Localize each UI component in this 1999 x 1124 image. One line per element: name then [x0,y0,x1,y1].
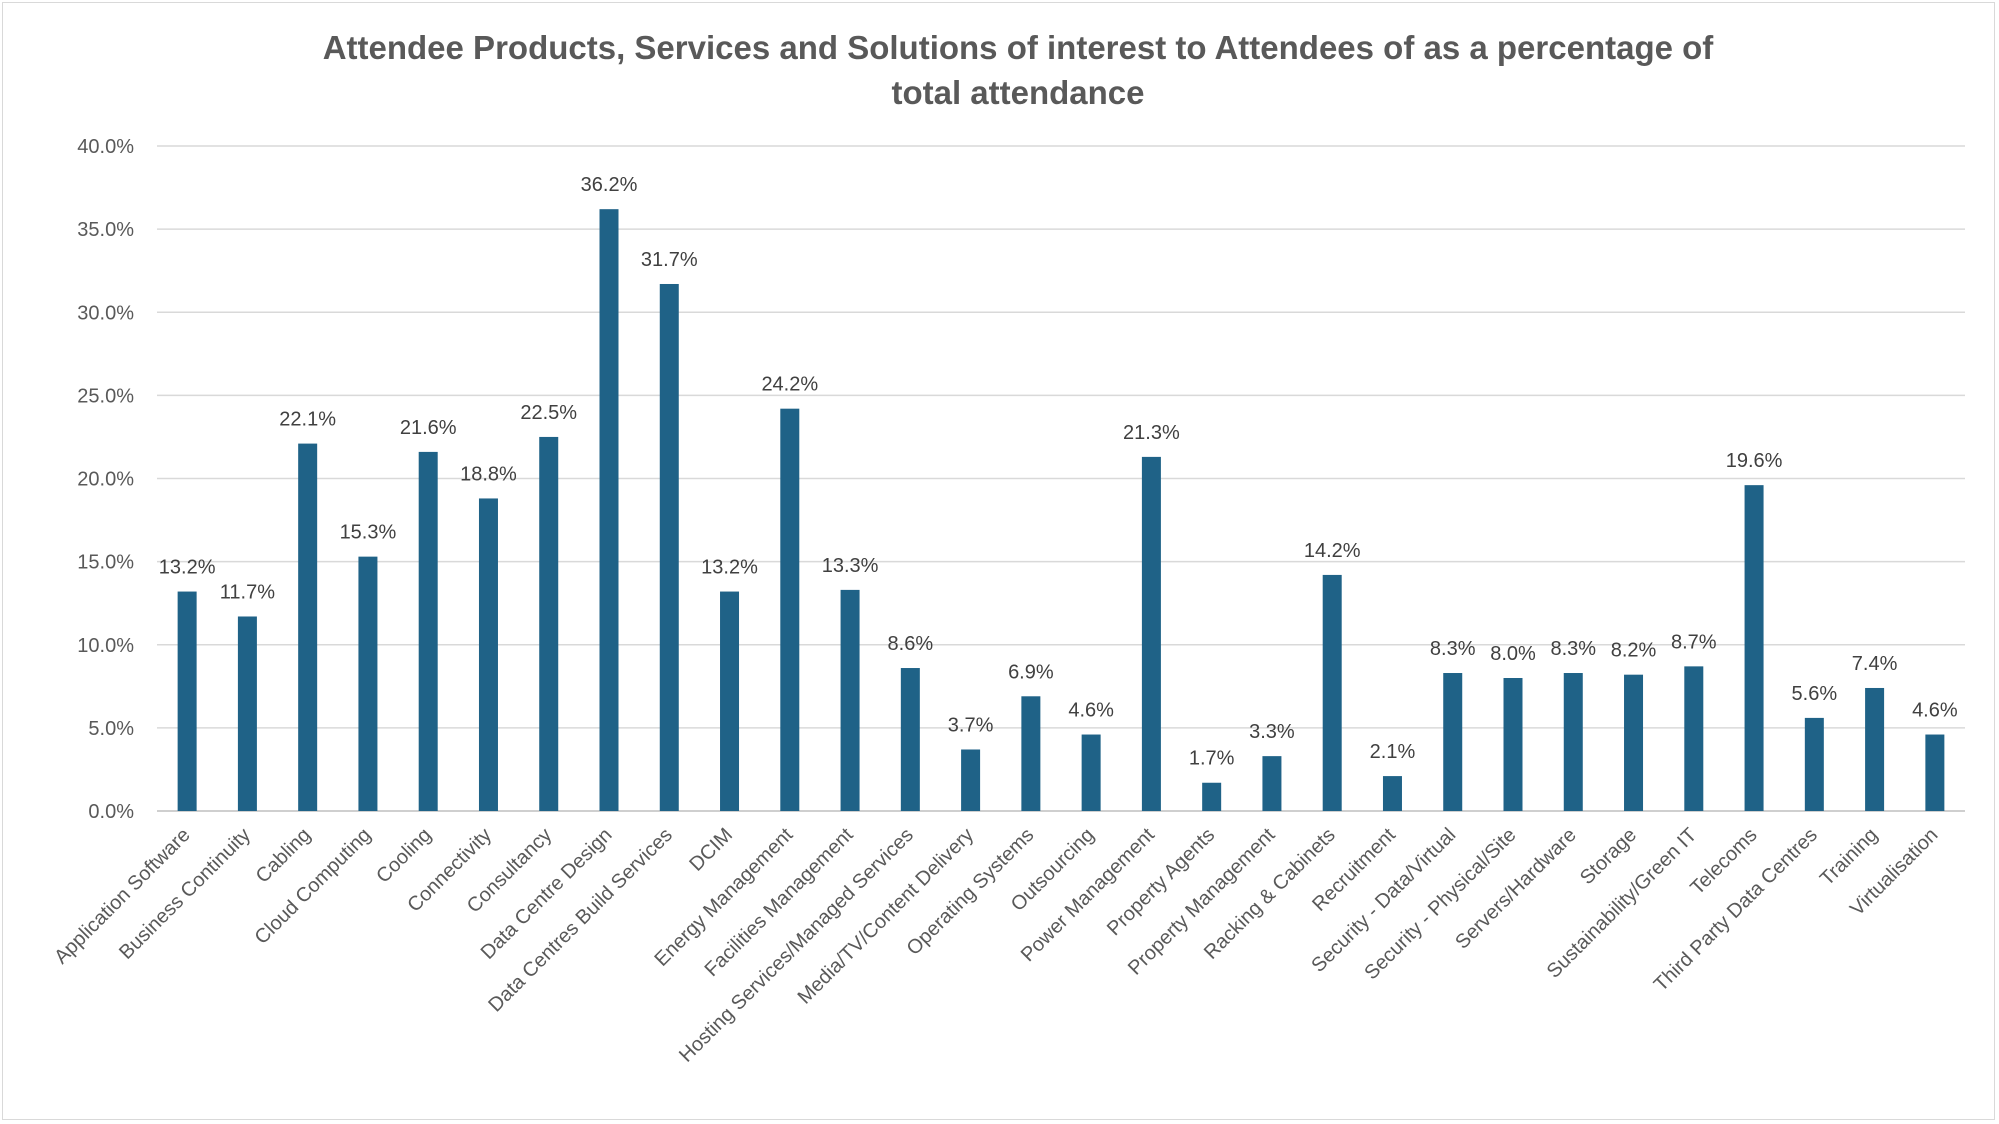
bar [1202,782,1222,811]
data-label: 7.4% [1852,653,1898,675]
data-label: 8.3% [1550,638,1596,660]
bar [1865,687,1885,811]
category-label: Property Agents [1103,824,1219,940]
y-tick-label: 15.0% [77,552,134,574]
bar [358,556,378,811]
bar [1262,756,1282,811]
bar [720,591,740,811]
data-label: 6.9% [1008,661,1054,683]
bar [840,589,860,811]
data-label: 21.6% [400,417,457,439]
category-label: Cloud Computing [251,824,376,949]
data-label: 21.3% [1123,422,1180,444]
data-label: 1.7% [1189,748,1235,770]
bar [177,591,197,811]
y-tick-label: 40.0% [77,136,134,158]
bar [659,283,679,811]
data-label: 8.7% [1671,631,1717,653]
y-tick-label: 25.0% [77,385,134,407]
bar [298,443,318,811]
y-tick-label: 10.0% [77,635,134,657]
chart-title: Attendee Products, Services and Solution… [3,25,1999,115]
chart-title-line-1: Attendee Products, Services and Solution… [322,29,1714,66]
data-label: 22.5% [520,402,577,424]
data-label: 24.2% [761,374,818,396]
category-label: DCIM [685,824,737,876]
bar [1443,673,1463,811]
bar [478,498,498,811]
bar [1081,734,1101,811]
data-label: 22.1% [279,409,336,431]
data-label: 36.2% [581,174,638,196]
y-tick-label: 35.0% [77,219,134,241]
bar [599,209,619,812]
bar [1925,734,1945,811]
data-label: 8.2% [1611,640,1657,662]
bar [237,616,257,811]
bar [1503,678,1523,811]
data-label: 8.6% [888,633,934,655]
data-label: 31.7% [641,249,698,271]
data-label: 13.3% [822,555,879,577]
bar [1021,696,1041,811]
bar [1624,674,1644,811]
bar [1563,673,1583,811]
data-label: 13.2% [159,557,216,579]
chart-title-line-2: total attendance [891,74,1145,111]
data-label: 15.3% [340,522,397,544]
data-label: 14.2% [1304,540,1361,562]
data-label: 3.7% [948,714,994,736]
bar [1382,776,1402,811]
bar [780,408,800,811]
y-tick-label: 5.0% [88,718,134,740]
bar [539,436,559,811]
data-label: 8.3% [1430,638,1476,660]
data-label: 18.8% [460,463,517,485]
y-tick-label: 30.0% [77,302,134,324]
data-label: 13.2% [701,557,758,579]
bar [900,668,920,811]
data-label: 2.1% [1370,741,1416,763]
data-label: 4.6% [1068,700,1114,722]
bar [1804,717,1824,811]
bar [961,749,981,811]
bar [418,451,438,811]
bar [1684,666,1704,811]
data-label: 3.3% [1249,721,1295,743]
data-label: 19.6% [1726,450,1783,472]
bar [1744,485,1764,811]
y-tick-label: 0.0% [88,801,134,823]
bar [1322,574,1342,811]
data-label: 8.0% [1490,643,1536,665]
data-label: 11.7% [220,581,275,603]
bar [1141,456,1161,811]
data-label: 4.6% [1912,700,1958,722]
data-label: 5.6% [1792,683,1838,705]
y-tick-label: 20.0% [77,469,134,491]
